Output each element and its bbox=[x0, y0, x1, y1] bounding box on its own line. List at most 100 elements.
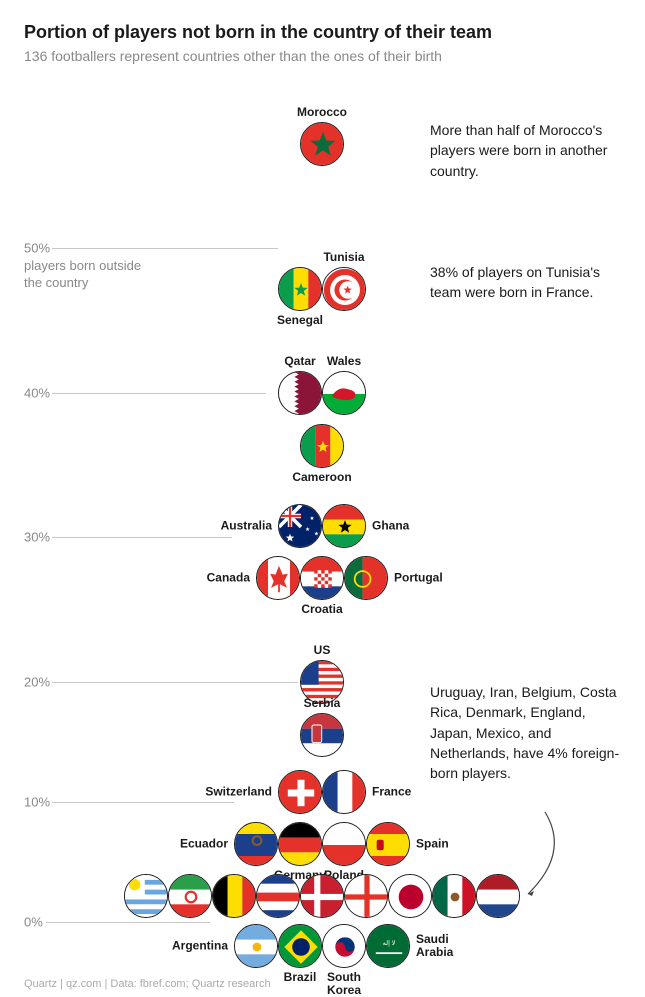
flag-icon bbox=[300, 424, 344, 468]
y-tick-label: 20% bbox=[24, 675, 50, 690]
country-costarica bbox=[256, 874, 300, 918]
chart-title: Portion of players not born in the count… bbox=[24, 22, 492, 43]
flag-icon bbox=[322, 924, 366, 968]
chart-footer: Quartz | qz.com | Data: fbref.com; Quart… bbox=[24, 978, 271, 990]
country-brazil: Brazil bbox=[278, 924, 322, 968]
country-label: Cameroon bbox=[292, 471, 351, 484]
y-axis-sublabel: players born outsidethe country bbox=[24, 258, 141, 292]
country-label: Spain bbox=[416, 837, 449, 850]
flag-icon bbox=[344, 556, 388, 600]
country-label: US bbox=[314, 644, 331, 657]
flag-icon bbox=[476, 874, 520, 918]
y-tick-label: 0% bbox=[24, 915, 43, 930]
country-australia: Australia bbox=[278, 504, 322, 548]
flag-icon bbox=[256, 556, 300, 600]
flag-icon bbox=[278, 924, 322, 968]
flag-icon bbox=[322, 371, 366, 415]
country-label: Brazil bbox=[284, 971, 317, 984]
flag-icon bbox=[278, 267, 322, 311]
flag-icon bbox=[256, 874, 300, 918]
y-tick-label: 10% bbox=[24, 795, 50, 810]
flag-icon bbox=[344, 874, 388, 918]
country-cameroon: Cameroon bbox=[300, 424, 344, 468]
country-belgium bbox=[212, 874, 256, 918]
country-label: France bbox=[372, 785, 411, 798]
country-label: SaudiArabia bbox=[416, 933, 453, 959]
country-label: Morocco bbox=[297, 106, 347, 119]
gridline bbox=[52, 802, 234, 803]
flag-icon bbox=[124, 874, 168, 918]
country-spain: Spain bbox=[366, 822, 410, 866]
country-label: Argentina bbox=[172, 939, 228, 952]
flag-icon bbox=[234, 924, 278, 968]
country-label: Canada bbox=[207, 571, 250, 584]
flag-icon bbox=[278, 822, 322, 866]
flag-icon bbox=[234, 822, 278, 866]
country-morocco: Morocco bbox=[300, 122, 344, 166]
country-netherlands bbox=[476, 874, 520, 918]
svg-text:لا إله: لا إله bbox=[383, 939, 396, 947]
flag-icon bbox=[432, 874, 476, 918]
country-denmark bbox=[300, 874, 344, 918]
country-southkorea: SouthKorea bbox=[322, 924, 366, 968]
country-mexico bbox=[432, 874, 476, 918]
flag-icon bbox=[300, 713, 344, 757]
country-tunisia: Tunisia bbox=[322, 267, 366, 311]
country-saudiarabia: لا إلهSaudiArabia bbox=[366, 924, 410, 968]
gridline bbox=[46, 922, 210, 923]
chart-root: Portion of players not born in the count… bbox=[0, 0, 645, 992]
y-tick-label: 30% bbox=[24, 530, 50, 545]
annotation-text: More than half of Morocco's players were… bbox=[430, 120, 610, 181]
country-wales: Wales bbox=[322, 371, 366, 415]
y-tick-label: 40% bbox=[24, 386, 50, 401]
country-uruguay bbox=[124, 874, 168, 918]
y-tick-label: 50% bbox=[24, 241, 50, 256]
flag-icon bbox=[212, 874, 256, 918]
country-label: Senegal bbox=[277, 314, 323, 327]
flag-icon bbox=[278, 504, 322, 548]
country-label: Portugal bbox=[394, 571, 443, 584]
country-canada: Canada bbox=[256, 556, 300, 600]
country-label: Switzerland bbox=[205, 785, 272, 798]
annotation-text: 38% of players on Tunisia's team were bo… bbox=[430, 262, 610, 303]
country-england bbox=[344, 874, 388, 918]
country-label: Tunisia bbox=[323, 251, 364, 264]
country-croatia: Croatia bbox=[300, 556, 344, 600]
flag-icon bbox=[322, 822, 366, 866]
gridline bbox=[52, 248, 278, 249]
country-iran bbox=[168, 874, 212, 918]
flag-icon bbox=[278, 770, 322, 814]
flag-icon bbox=[366, 822, 410, 866]
flag-icon bbox=[322, 770, 366, 814]
country-label: Croatia bbox=[301, 603, 342, 616]
flag-icon bbox=[300, 122, 344, 166]
flag-icon bbox=[300, 874, 344, 918]
country-senegal: Senegal bbox=[278, 267, 322, 311]
country-portugal: Portugal bbox=[344, 556, 388, 600]
country-ecuador: Ecuador bbox=[234, 822, 278, 866]
country-serbia: Serbia bbox=[300, 713, 344, 757]
country-label: Ecuador bbox=[180, 837, 228, 850]
country-label: Ghana bbox=[372, 519, 409, 532]
chart-subtitle: 136 footballers represent countries othe… bbox=[24, 48, 442, 64]
annotation-text: Uruguay, Iran, Belgium, Costa Rica, Denm… bbox=[430, 682, 620, 783]
country-label: Australia bbox=[221, 519, 272, 532]
country-poland: Poland bbox=[322, 822, 366, 866]
flag-icon bbox=[168, 874, 212, 918]
country-france: France bbox=[322, 770, 366, 814]
flag-icon bbox=[388, 874, 432, 918]
flag-icon bbox=[322, 504, 366, 548]
flag-icon bbox=[278, 371, 322, 415]
country-label: Wales bbox=[327, 355, 361, 368]
country-qatar: Qatar bbox=[278, 371, 322, 415]
flag-icon bbox=[300, 556, 344, 600]
flag-icon: لا إله bbox=[366, 924, 410, 968]
country-ghana: Ghana bbox=[322, 504, 366, 548]
country-switzerland: Switzerland bbox=[278, 770, 322, 814]
flag-icon bbox=[322, 267, 366, 311]
country-label: Serbia bbox=[304, 697, 341, 710]
country-label: SouthKorea bbox=[327, 971, 361, 997]
country-japan bbox=[388, 874, 432, 918]
gridline bbox=[52, 393, 266, 394]
gridline bbox=[52, 682, 298, 683]
